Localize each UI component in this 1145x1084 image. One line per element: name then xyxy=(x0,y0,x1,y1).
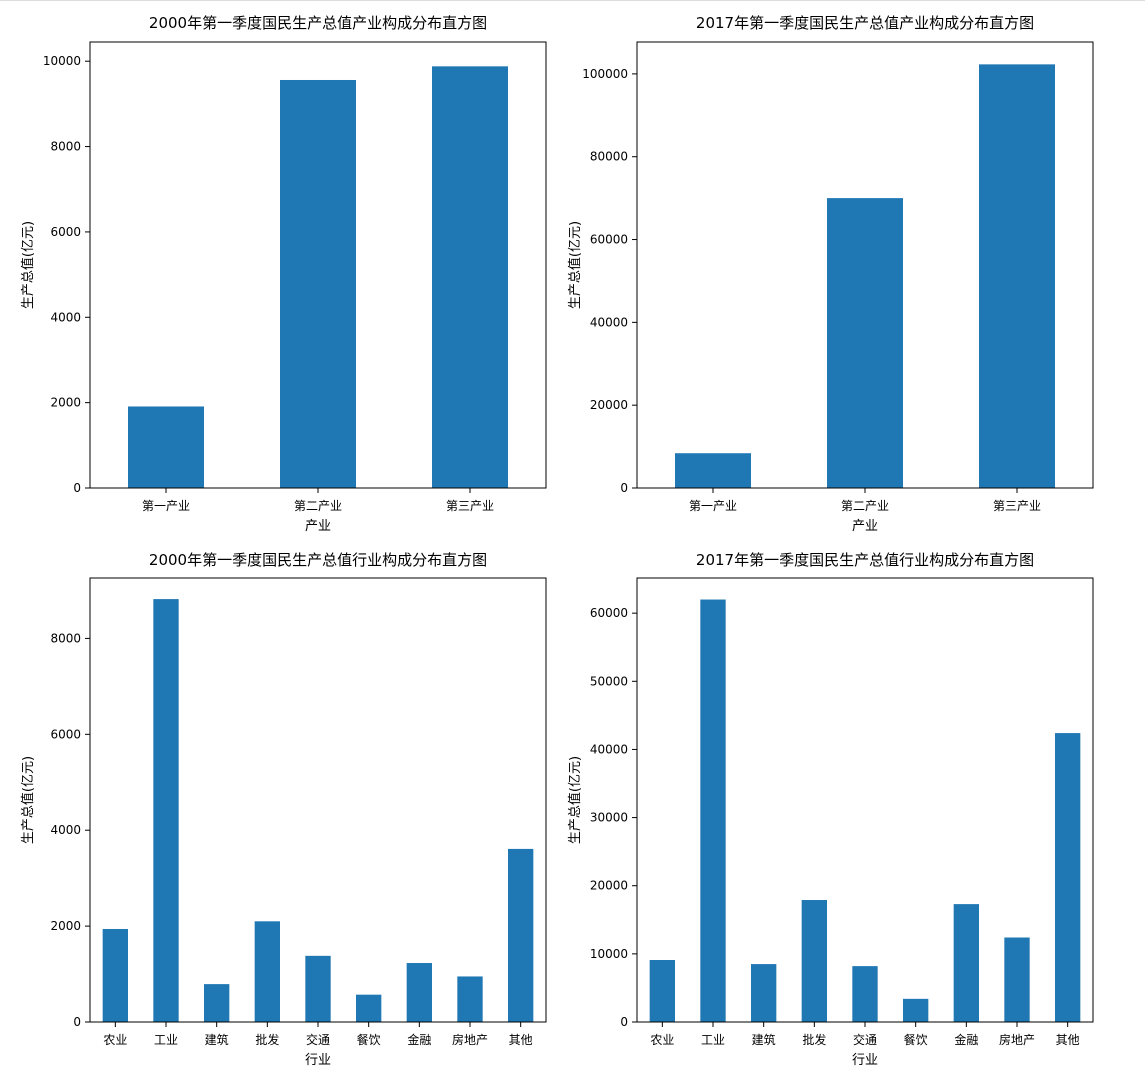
bar xyxy=(1004,937,1030,1022)
x-tick-label: 建筑 xyxy=(752,1032,776,1047)
x-tick-label: 金融 xyxy=(407,1032,431,1047)
x-tick-label: 工业 xyxy=(701,1033,725,1047)
y-tick-label: 0 xyxy=(620,1015,628,1029)
y-tick-label: 80000 xyxy=(590,150,628,164)
y-tick-label: 50000 xyxy=(590,674,628,688)
bar xyxy=(508,848,534,1022)
y-tick-label: 30000 xyxy=(590,811,628,825)
chart-title: 2000年第一季度国民生产总值产业构成分布直方图 xyxy=(149,14,487,32)
bar xyxy=(1055,733,1081,1022)
y-tick-label: 2000 xyxy=(50,919,81,933)
x-tick-label: 第一产业 xyxy=(142,499,190,513)
y-tick-label: 4000 xyxy=(50,310,81,324)
bar xyxy=(979,64,1055,488)
x-tick-label: 第一产业 xyxy=(689,499,737,513)
y-tick-label: 0 xyxy=(620,481,628,495)
y-tick-label: 40000 xyxy=(590,742,628,756)
bar xyxy=(280,79,356,489)
x-tick-label: 房地产 xyxy=(452,1032,488,1047)
x-tick-label: 第二产业 xyxy=(841,499,889,513)
bar xyxy=(254,921,280,1022)
y-axis-label: 生产总值(亿元) xyxy=(567,756,583,844)
x-tick-label: 交通 xyxy=(853,1032,877,1047)
bar xyxy=(700,599,726,1022)
x-axis-label: 行业 xyxy=(305,1053,331,1068)
y-axis-label: 生产总值(亿元) xyxy=(20,221,36,309)
bar xyxy=(675,453,751,488)
y-tick-label: 60000 xyxy=(590,233,628,247)
x-axis-label: 产业 xyxy=(852,519,878,534)
bar xyxy=(356,994,382,1022)
bar xyxy=(649,959,675,1022)
y-tick-label: 2000 xyxy=(50,396,81,410)
x-tick-label: 建筑 xyxy=(205,1032,229,1047)
x-tick-label: 第二产业 xyxy=(294,499,342,513)
x-tick-label: 批发 xyxy=(802,1032,826,1047)
x-axis-label: 产业 xyxy=(305,519,331,534)
x-tick-label: 餐饮 xyxy=(357,1032,381,1047)
y-tick-label: 8000 xyxy=(50,140,81,154)
y-axis-label: 生产总值(亿元) xyxy=(20,756,36,844)
bar xyxy=(827,198,903,488)
y-tick-label: 60000 xyxy=(590,606,628,620)
bar xyxy=(305,955,331,1022)
y-tick-label: 40000 xyxy=(590,315,628,329)
y-tick-label: 10000 xyxy=(590,947,628,961)
y-axis-label: 生产总值(亿元) xyxy=(567,221,583,309)
x-tick-label: 工业 xyxy=(154,1033,178,1047)
chart-title: 2000年第一季度国民生产总值行业构成分布直方图 xyxy=(149,551,487,569)
y-tick-label: 20000 xyxy=(590,879,628,893)
y-tick-label: 0 xyxy=(73,1015,81,1029)
bar xyxy=(128,406,204,488)
notebook-top-rule xyxy=(0,0,1145,1)
y-tick-label: 4000 xyxy=(50,823,81,837)
y-tick-label: 6000 xyxy=(50,727,81,741)
bar xyxy=(751,964,777,1022)
bar xyxy=(852,966,878,1022)
bar xyxy=(102,928,128,1022)
bar xyxy=(153,599,179,1022)
x-tick-label: 金融 xyxy=(954,1032,978,1047)
x-tick-label: 农业 xyxy=(103,1033,127,1047)
x-tick-label: 餐饮 xyxy=(904,1032,928,1047)
bar xyxy=(204,984,230,1022)
y-tick-label: 20000 xyxy=(590,398,628,412)
y-tick-label: 100000 xyxy=(582,67,628,81)
chart-title: 2017年第一季度国民生产总值行业构成分布直方图 xyxy=(696,551,1034,569)
x-tick-label: 房地产 xyxy=(999,1032,1035,1047)
bar xyxy=(953,904,979,1022)
bar xyxy=(903,998,929,1022)
y-tick-label: 10000 xyxy=(43,54,81,68)
chart-title: 2017年第一季度国民生产总值产业构成分布直方图 xyxy=(696,14,1034,32)
x-tick-label: 第三产业 xyxy=(446,499,494,513)
bar xyxy=(432,66,508,488)
y-tick-label: 6000 xyxy=(50,225,81,239)
bar xyxy=(801,900,827,1022)
x-tick-label: 农业 xyxy=(650,1033,674,1047)
y-tick-label: 0 xyxy=(73,481,81,495)
x-tick-label: 其他 xyxy=(509,1033,533,1047)
x-tick-label: 交通 xyxy=(306,1032,330,1047)
x-tick-label: 第三产业 xyxy=(993,499,1041,513)
x-tick-label: 批发 xyxy=(255,1032,279,1047)
x-axis-label: 行业 xyxy=(852,1053,878,1068)
bar xyxy=(457,976,483,1022)
x-tick-label: 其他 xyxy=(1056,1033,1080,1047)
y-tick-label: 8000 xyxy=(50,631,81,645)
bar xyxy=(406,963,432,1022)
